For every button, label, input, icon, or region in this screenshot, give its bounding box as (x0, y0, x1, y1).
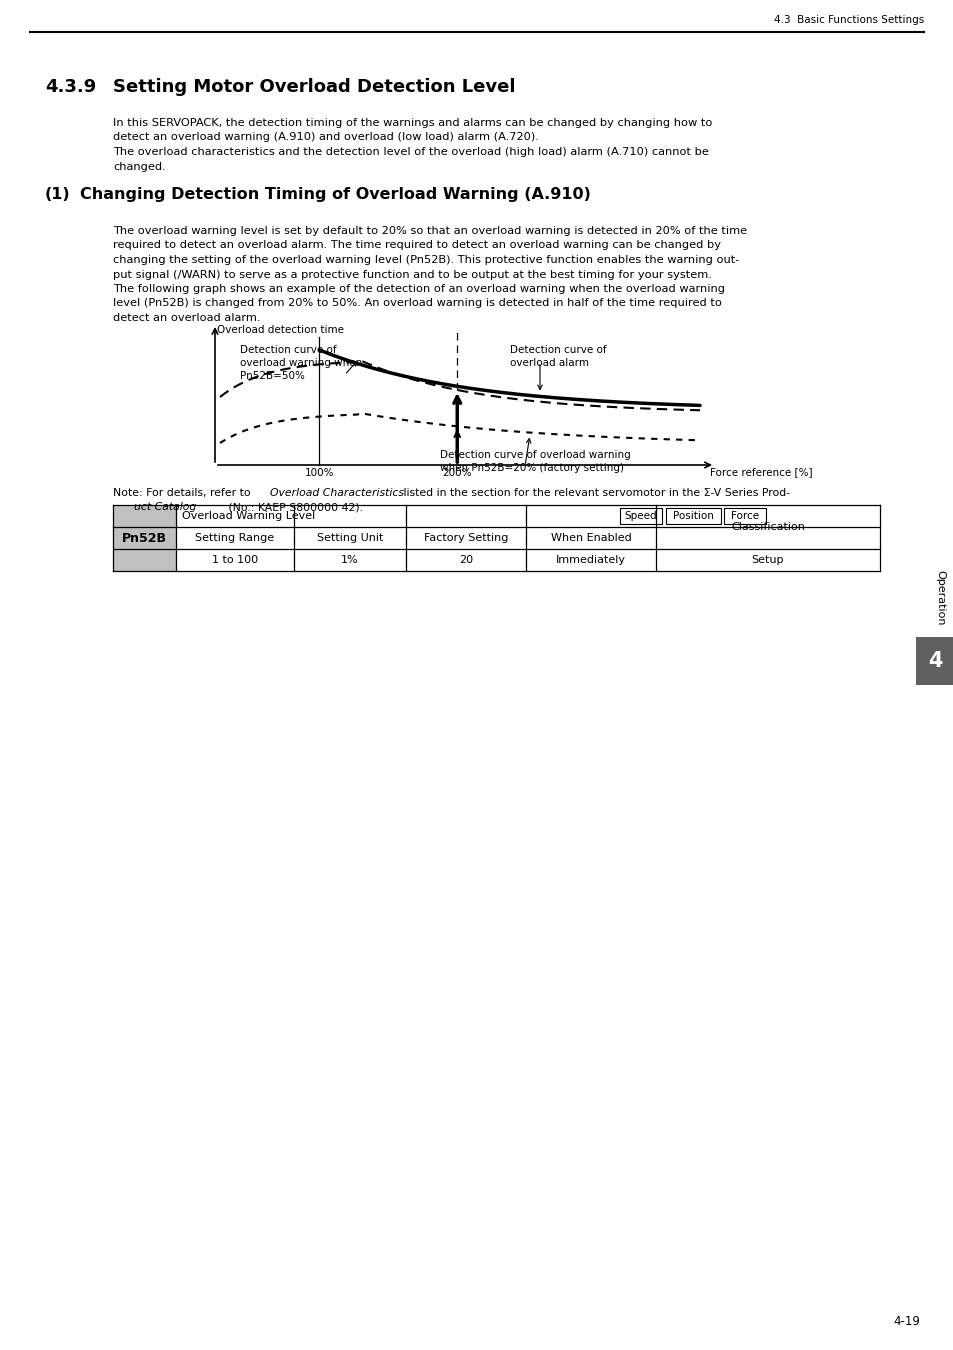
Text: Immediately: Immediately (556, 555, 625, 566)
Text: when Pn52B=20% (factory setting): when Pn52B=20% (factory setting) (439, 463, 623, 472)
Text: Speed: Speed (624, 512, 657, 521)
Text: The following graph shows an example of the detection of an overload warning whe: The following graph shows an example of … (112, 284, 724, 294)
Text: 4.3  Basic Functions Settings: 4.3 Basic Functions Settings (773, 15, 923, 26)
Text: Setting Motor Overload Detection Level: Setting Motor Overload Detection Level (112, 78, 515, 96)
Text: Note: For details, refer to: Note: For details, refer to (112, 487, 253, 498)
Text: Detection curve of overload warning: Detection curve of overload warning (439, 450, 630, 460)
Bar (619, 508, 661, 524)
Text: 20: 20 (458, 555, 473, 566)
Text: Overload detection time: Overload detection time (216, 325, 344, 335)
Text: 4.3.9: 4.3.9 (45, 78, 96, 96)
Text: Detection curve of: Detection curve of (510, 346, 606, 355)
Bar (112, 505, 175, 571)
Bar (723, 508, 765, 524)
Text: Changing Detection Timing of Overload Warning (A.910): Changing Detection Timing of Overload Wa… (80, 188, 590, 202)
Text: Pn52B: Pn52B (122, 532, 167, 544)
Text: detect an overload alarm.: detect an overload alarm. (112, 313, 260, 323)
Text: 200%: 200% (442, 468, 472, 478)
Text: Force: Force (730, 512, 759, 521)
Text: Setting Unit: Setting Unit (316, 533, 383, 543)
Text: (1): (1) (45, 188, 71, 202)
Bar (665, 508, 720, 524)
Text: Factory Setting: Factory Setting (423, 533, 508, 543)
Text: overload alarm: overload alarm (510, 358, 588, 369)
Text: Setup: Setup (751, 555, 783, 566)
Text: 100%: 100% (304, 468, 334, 478)
Text: When Enabled: When Enabled (550, 533, 631, 543)
Bar (915, 637, 953, 684)
Text: 4-19: 4-19 (892, 1315, 919, 1328)
Text: 4: 4 (926, 651, 942, 671)
Text: detect an overload warning (A.910) and overload (low load) alarm (A.720).: detect an overload warning (A.910) and o… (112, 132, 538, 143)
Text: level (Pn52B) is changed from 20% to 50%. An overload warning is detected in hal: level (Pn52B) is changed from 20% to 50%… (112, 298, 721, 309)
Text: (No.: KAEP S800000 42).: (No.: KAEP S800000 42). (225, 502, 363, 512)
Text: Operation: Operation (934, 570, 944, 625)
Text: Position: Position (673, 512, 713, 521)
Text: The overload characteristics and the detection level of the overload (high load): The overload characteristics and the det… (112, 147, 708, 157)
Text: changing the setting of the overload warning level (Pn52B). This protective func: changing the setting of the overload war… (112, 255, 739, 265)
Text: Force reference [%]: Force reference [%] (709, 467, 812, 477)
Text: listed in the section for the relevant servomotor in the Σ-V Series Prod-: listed in the section for the relevant s… (399, 487, 789, 498)
Text: Setting Range: Setting Range (195, 533, 274, 543)
Text: Overload Warning Level: Overload Warning Level (182, 512, 314, 521)
Text: Classification: Classification (730, 522, 804, 532)
Text: Overload Characteristics: Overload Characteristics (270, 487, 403, 498)
Text: 1%: 1% (341, 555, 358, 566)
Text: 1 to 100: 1 to 100 (212, 555, 258, 566)
Text: The overload warning level is set by default to 20% so that an overload warning : The overload warning level is set by def… (112, 225, 746, 236)
Text: uct Catalog: uct Catalog (112, 502, 196, 512)
Text: Detection curve of: Detection curve of (240, 346, 336, 355)
Text: Pn52B=50%: Pn52B=50% (240, 371, 305, 381)
Text: overload warning when: overload warning when (240, 358, 362, 369)
Text: put signal (/WARN) to serve as a protective function and to be output at the bes: put signal (/WARN) to serve as a protect… (112, 270, 711, 279)
Text: required to detect an overload alarm. The time required to detect an overload wa: required to detect an overload alarm. Th… (112, 240, 720, 251)
Text: changed.: changed. (112, 162, 166, 171)
Text: In this SERVOPACK, the detection timing of the warnings and alarms can be change: In this SERVOPACK, the detection timing … (112, 117, 712, 128)
